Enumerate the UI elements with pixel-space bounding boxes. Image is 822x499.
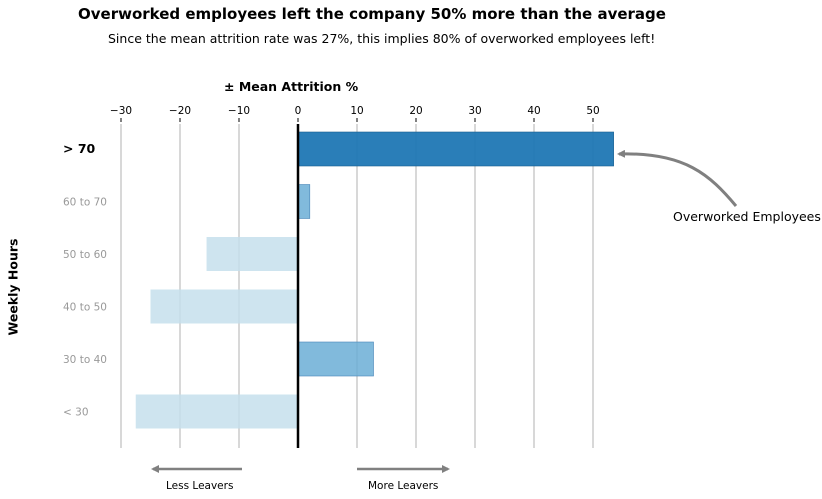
overworked-annotation: Overworked Employees xyxy=(673,209,821,224)
grid-lines xyxy=(120,124,594,448)
category-label: 40 to 50 xyxy=(63,302,107,314)
bars xyxy=(135,124,614,448)
x-tick-label: 30 xyxy=(468,105,481,117)
x-tick-label: 40 xyxy=(527,105,540,117)
x-tick-label: −20 xyxy=(169,105,191,117)
chart-subtitle: Since the mean attrition rate was 27%, t… xyxy=(108,31,656,46)
bar xyxy=(297,341,374,377)
category-label: 50 to 60 xyxy=(63,249,107,261)
more-leavers-label: More Leavers xyxy=(368,480,439,492)
x-tick-label: 50 xyxy=(586,105,599,117)
annotation-arrow xyxy=(617,149,738,207)
bar xyxy=(206,237,298,271)
category-label: < 30 xyxy=(63,407,89,419)
bar xyxy=(297,184,311,219)
x-axis-label: ± Mean Attrition % xyxy=(224,79,359,94)
x-tick-label: −10 xyxy=(228,105,250,117)
category-label: > 70 xyxy=(63,141,96,156)
x-tick-label: 10 xyxy=(350,105,363,117)
bar xyxy=(297,131,614,167)
bar xyxy=(135,394,298,429)
bar xyxy=(150,289,298,324)
x-tick-labels: −30 −20 −10 0 10 20 30 40 50 xyxy=(110,105,600,122)
x-tick-label: 0 xyxy=(295,105,302,117)
x-tick-label: −30 xyxy=(110,105,132,117)
chart-title: Overworked employees left the company 50… xyxy=(78,5,666,23)
less-leavers-label: Less Leavers xyxy=(166,480,234,492)
category-labels: > 70 60 to 70 50 to 60 40 to 50 30 to 40 < 30 xyxy=(63,141,107,419)
arrows xyxy=(151,149,738,473)
category-label: 60 to 70 xyxy=(63,197,107,209)
x-tick-label: 20 xyxy=(409,105,422,117)
category-label: 30 to 40 xyxy=(63,354,107,366)
